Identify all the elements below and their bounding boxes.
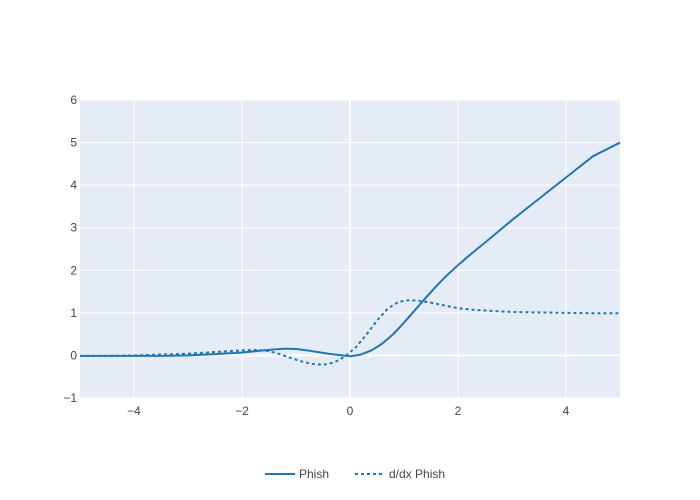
legend-label: d/dx Phish xyxy=(389,467,445,481)
series-line-0[interactable] xyxy=(80,141,621,358)
y-tick-label: 5 xyxy=(70,136,77,150)
legend[interactable]: Phish d/dx Phish xyxy=(265,467,445,481)
y-tick-label: 4 xyxy=(70,178,77,192)
x-tick-label: −2 xyxy=(235,404,249,418)
y-tick-label: 0 xyxy=(70,348,77,362)
y-tick-label: 1 xyxy=(70,306,77,320)
x-tick-label: 4 xyxy=(563,404,570,418)
legend-label: Phish xyxy=(299,467,329,481)
y-axis-ticks: −1 0 1 2 3 4 5 6 xyxy=(63,93,77,405)
y-tick-label: 2 xyxy=(70,263,77,277)
series-line-1[interactable] xyxy=(80,299,620,366)
y-tick-label: 3 xyxy=(70,221,77,235)
series-lines xyxy=(80,141,621,366)
x-axis-ticks: −4 −2 0 2 4 xyxy=(127,404,570,418)
legend-item-1[interactable]: d/dx Phish xyxy=(355,467,445,481)
x-tick-label: −4 xyxy=(127,404,141,418)
y-tick-label: −1 xyxy=(63,391,77,405)
x-tick-label: 2 xyxy=(455,404,462,418)
y-tick-label: 6 xyxy=(70,93,77,107)
x-tick-label: 0 xyxy=(347,404,354,418)
legend-item-0[interactable]: Phish xyxy=(265,467,329,481)
